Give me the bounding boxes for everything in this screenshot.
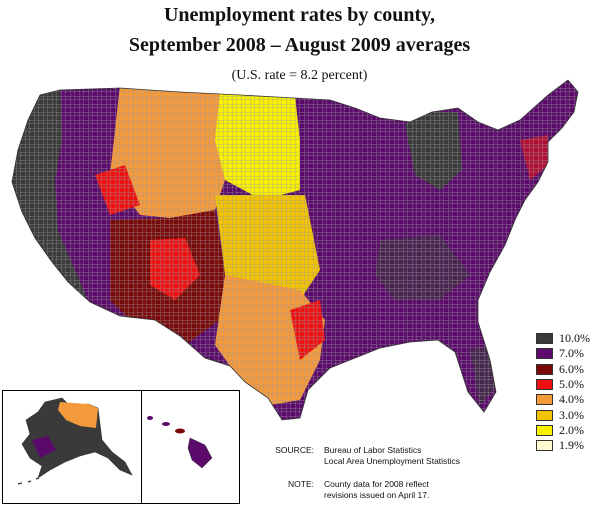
- legend: 10.0% 7.0% 6.0% 5.0% 4.0% 3.0% 2.0% 1.9%: [536, 331, 590, 453]
- inset-divider: [141, 390, 142, 504]
- legend-item: 4.0%: [536, 392, 590, 407]
- legend-label: 6.0%: [559, 361, 584, 376]
- source-line-1: Bureau of Labor Statistics: [324, 445, 422, 455]
- hawaii-maui: [175, 428, 185, 434]
- legend-label: 2.0%: [559, 422, 584, 437]
- aleutian-islands: [17, 477, 40, 485]
- legend-label: 4.0%: [559, 392, 584, 407]
- hawaii-oahu: [162, 422, 170, 426]
- source-line-2: Local Area Unemployment Statistics: [324, 456, 461, 466]
- note-line-2: revisions issued on April 17.: [324, 490, 430, 500]
- hawaii-big-island: [187, 437, 213, 469]
- legend-item: 7.0%: [536, 346, 590, 361]
- legend-swatch: [536, 409, 553, 421]
- alaska-west-region: [32, 436, 56, 458]
- alaska-north-region: [58, 402, 98, 428]
- legend-label: 5.0%: [559, 377, 584, 392]
- legend-item: 2.0%: [536, 423, 590, 438]
- legend-swatch: [536, 440, 553, 452]
- source-block: SOURCE: Bureau of Labor Statistics Local…: [254, 445, 594, 469]
- legend-swatch: [536, 348, 553, 360]
- map-subtitle: (U.S. rate = 8.2 percent): [231, 68, 368, 83]
- legend-label: 10.0%: [559, 331, 590, 346]
- note-key: NOTE:: [288, 479, 314, 489]
- map-title-line-2: September 2008 – August 2009 averages: [128, 34, 471, 56]
- hawaii-kauai: [147, 416, 153, 420]
- inset-frame: [2, 390, 240, 504]
- legend-item: 6.0%: [536, 362, 590, 377]
- alaska-shape: [21, 397, 133, 479]
- legend-item: 10.0%: [536, 331, 590, 346]
- legend-label: 3.0%: [559, 407, 584, 422]
- map-title-line-1: Unemployment rates by county,: [163, 4, 436, 26]
- legend-label: 7.0%: [559, 346, 584, 361]
- legend-swatch: [536, 424, 553, 436]
- legend-item: 1.9%: [536, 438, 590, 453]
- alaska-inset: [17, 397, 133, 485]
- legend-swatch: [536, 394, 553, 406]
- legend-item: 3.0%: [536, 407, 590, 422]
- legend-swatch: [536, 379, 553, 391]
- legend-swatch: [536, 363, 553, 375]
- legend-item: 5.0%: [536, 377, 590, 392]
- legend-swatch: [536, 333, 553, 345]
- source-key: SOURCE:: [275, 445, 314, 455]
- legend-label: 1.9%: [559, 438, 584, 453]
- hawaii-inset: [147, 416, 213, 469]
- county-boundaries: [12, 80, 578, 420]
- note-block: NOTE: County data for 2008 reflect revis…: [254, 479, 594, 503]
- note-line-1: County data for 2008 reflect: [324, 479, 429, 489]
